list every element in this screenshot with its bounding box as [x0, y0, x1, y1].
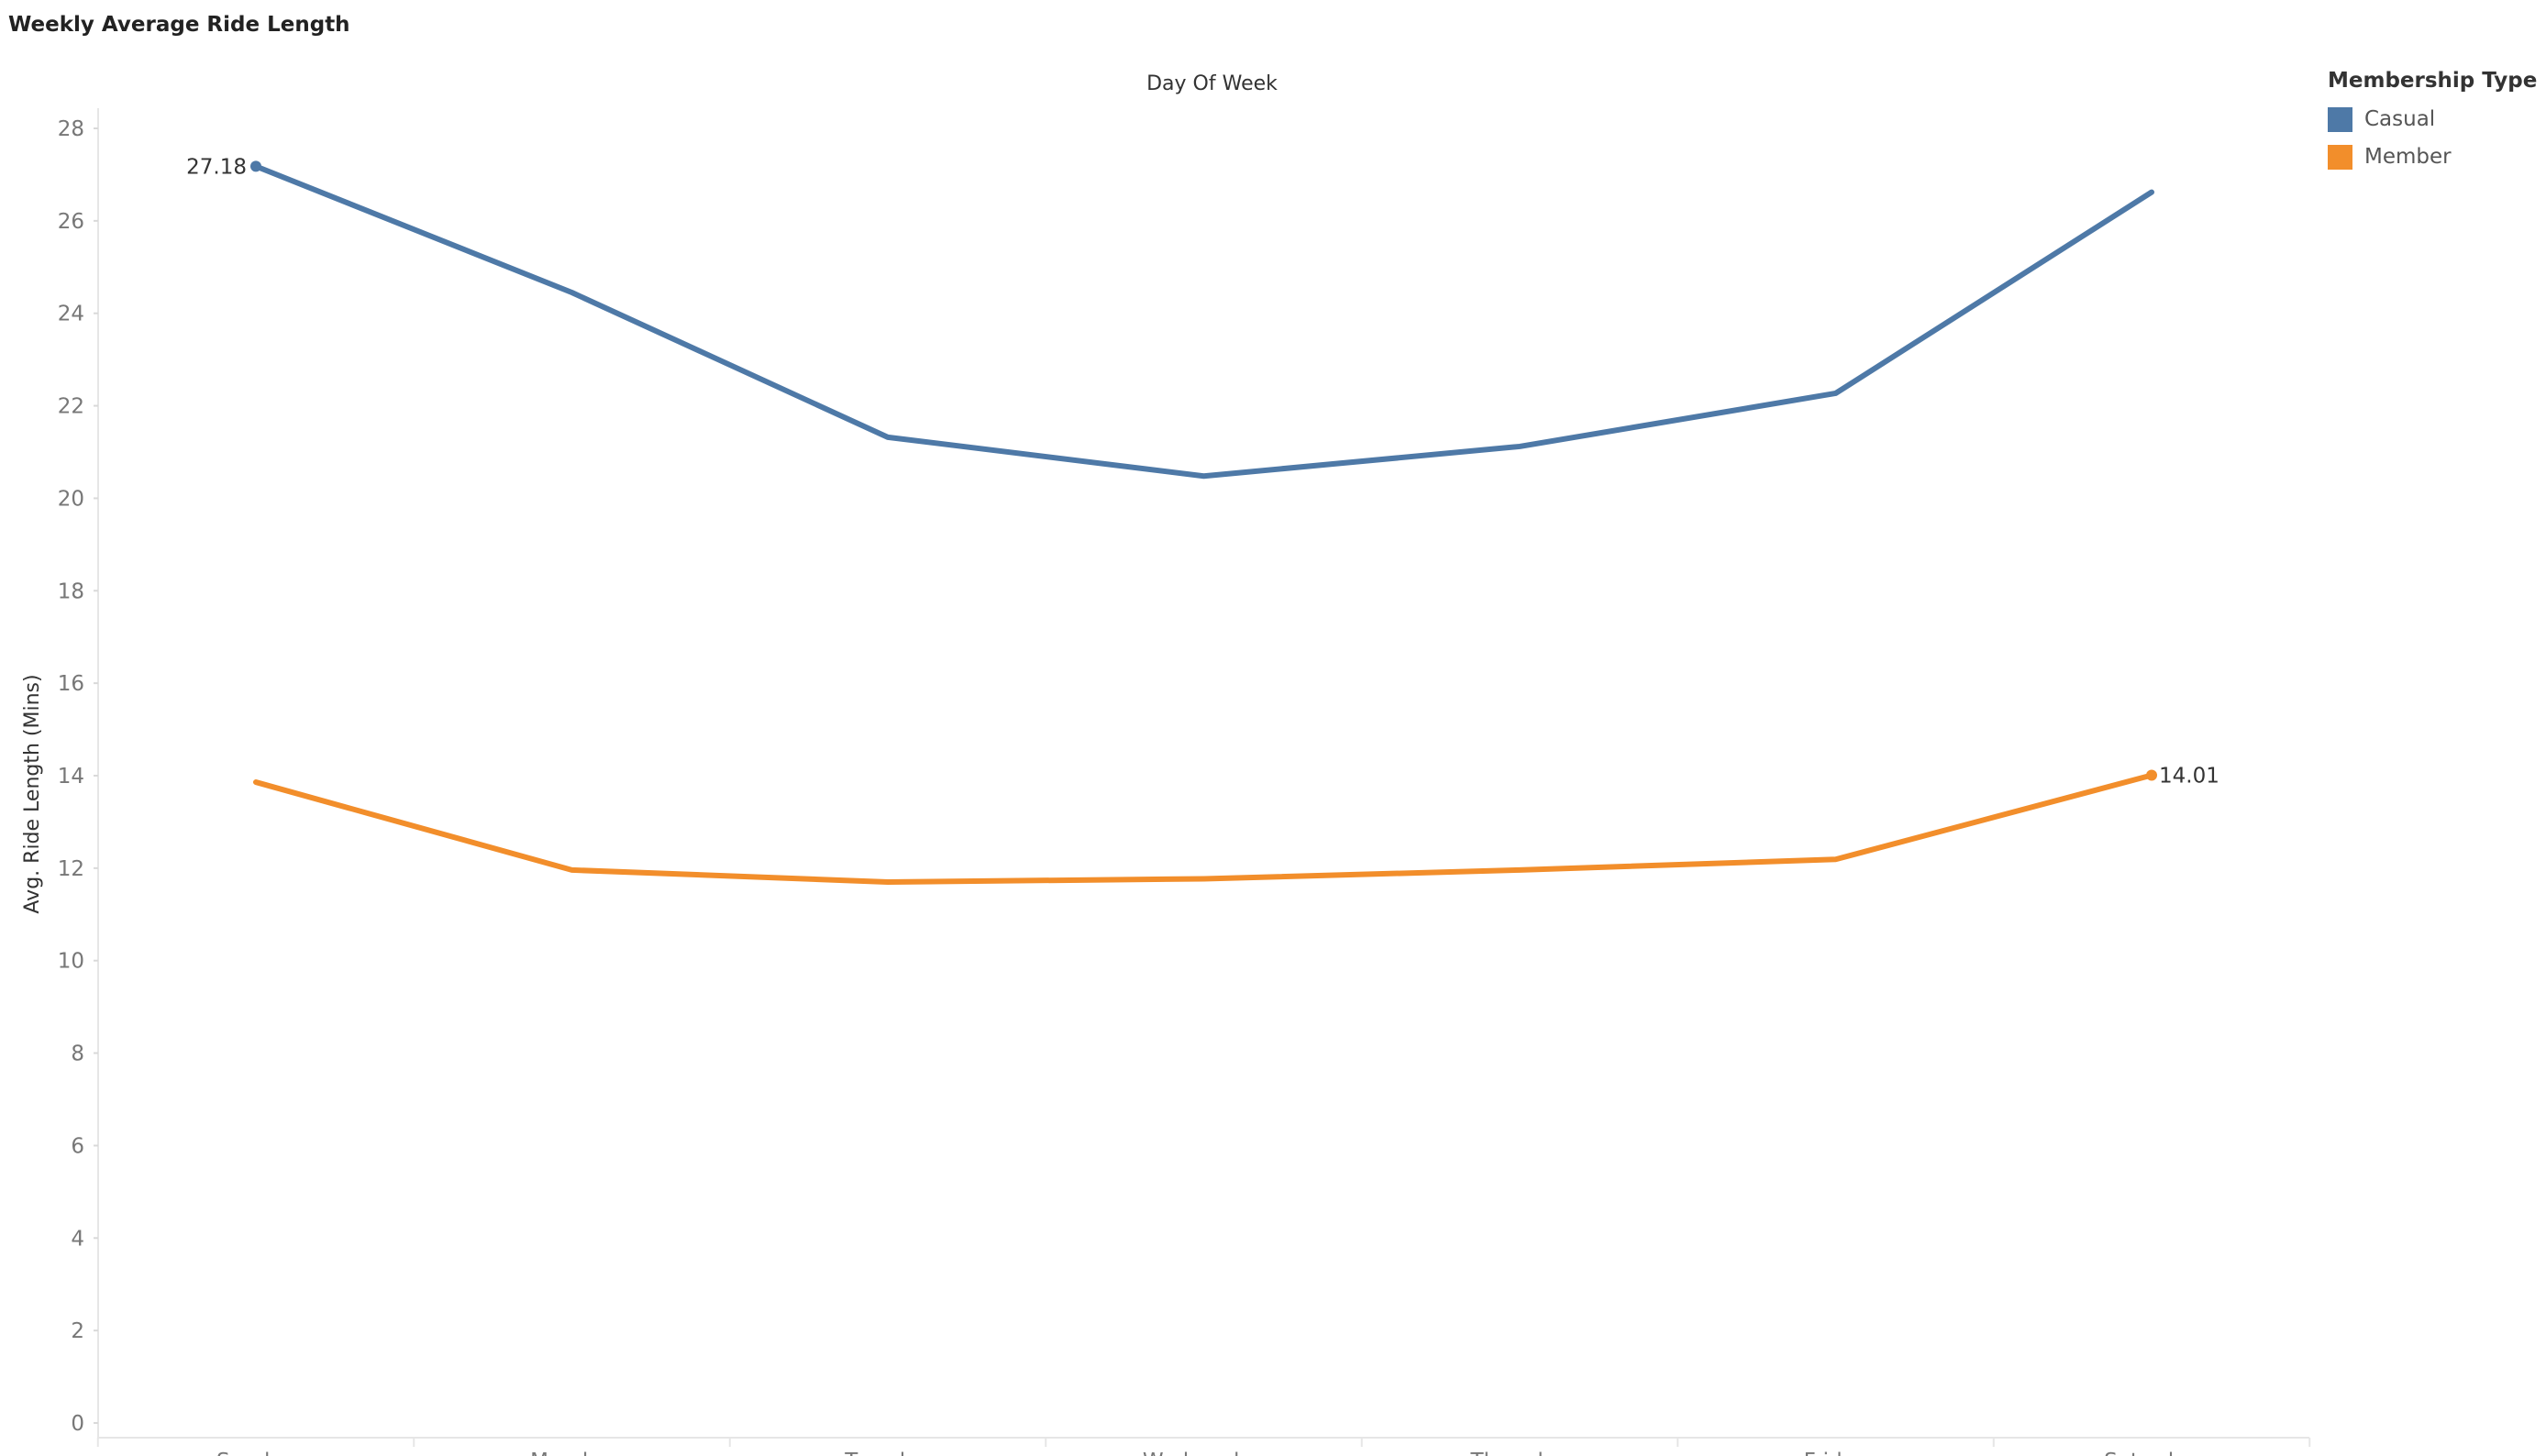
y-tick-label: 26: [58, 210, 84, 234]
y-tick-label: 18: [58, 579, 84, 603]
data-point-member: [2146, 769, 2157, 781]
y-tick-label: 0: [71, 1412, 84, 1436]
y-tick-label: 4: [71, 1227, 84, 1251]
x-tick-label: Sunday: [216, 1450, 295, 1456]
x-tick-label: Tuesday: [844, 1450, 931, 1456]
y-tick-label: 22: [58, 395, 84, 419]
y-axis-title: Avg. Ride Length (Mins): [21, 674, 44, 913]
legend-swatch-casual: [2328, 106, 2352, 132]
x-tick-label: Saturday: [2104, 1450, 2199, 1456]
series-line-casual: [253, 163, 2154, 480]
data-label-member: 14.01: [2159, 764, 2219, 788]
legend-item-casual[interactable]: Casual: [2328, 105, 2537, 133]
y-tick-label: 12: [58, 857, 84, 881]
series-line-member: [253, 772, 2154, 885]
x-tick-label: Monday: [530, 1450, 614, 1456]
data-label-casual: 27.18: [186, 155, 247, 179]
y-tick-label: 8: [71, 1042, 84, 1066]
y-tick-label: 28: [58, 117, 84, 141]
y-tick-label: 16: [58, 672, 84, 696]
legend-title: Membership Type: [2328, 69, 2538, 93]
legend[interactable]: Membership Type Casual Member: [2328, 69, 2537, 181]
chart-title: Weekly Average Ride Length: [8, 13, 350, 37]
y-tick-label: 24: [58, 303, 84, 326]
legend-item-member[interactable]: Member: [2328, 143, 2537, 171]
legend-label-casual: Casual: [2364, 107, 2436, 131]
y-tick-label: 10: [58, 950, 84, 974]
legend-swatch-member: [2328, 144, 2352, 170]
data-point-casual: [250, 160, 261, 172]
y-tick-label: 14: [58, 765, 84, 789]
x-tick-label: Thursday: [1470, 1450, 1569, 1456]
y-tick-label: 20: [58, 487, 84, 511]
x-tick-label: Wednesday: [1143, 1450, 1265, 1456]
y-tick-label: 2: [71, 1319, 84, 1343]
x-tick-label: Friday: [1804, 1450, 1868, 1456]
x-axis-title: Day Of Week: [1146, 72, 1278, 95]
legend-label-member: Member: [2364, 145, 2452, 169]
y-tick-label: 6: [71, 1134, 84, 1158]
